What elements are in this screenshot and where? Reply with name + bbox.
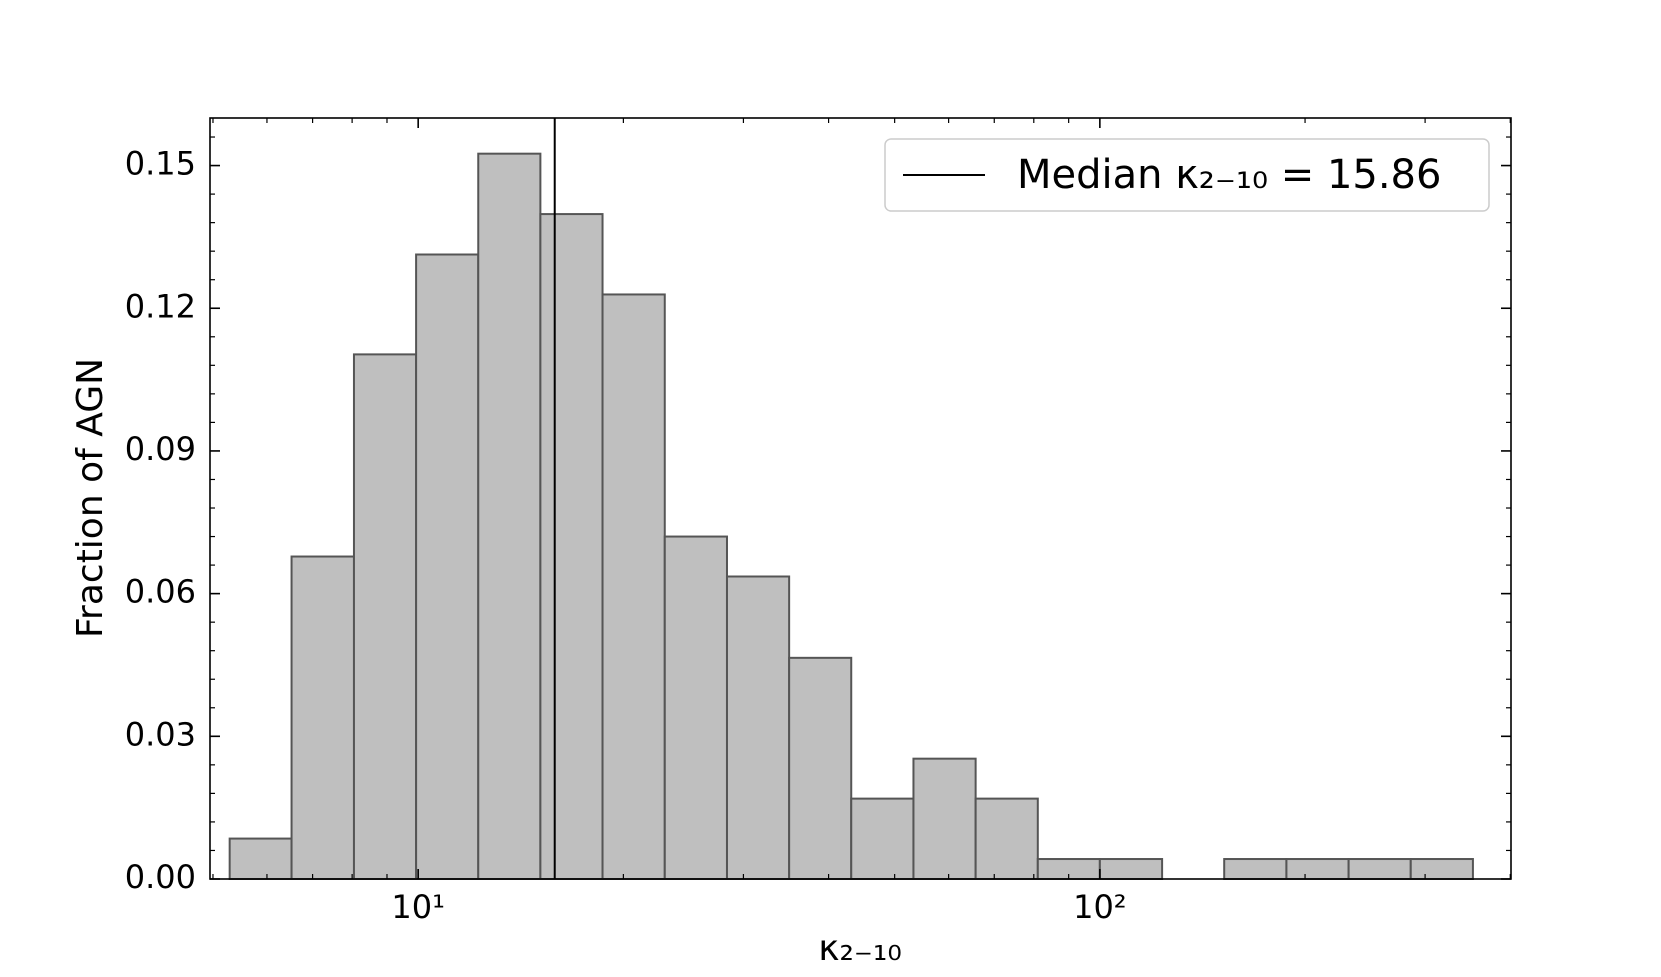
bar (974, 797, 1039, 881)
x-tick-label: 10² (1073, 888, 1127, 926)
bar (1347, 858, 1412, 880)
y-tick-label: 0.12 (125, 287, 196, 325)
bar (725, 575, 791, 880)
bar (477, 152, 542, 880)
bar (850, 797, 915, 881)
y-tick-label: 0.00 (125, 858, 196, 896)
y-tick-label: 0.09 (125, 430, 196, 468)
bar (788, 656, 853, 880)
bar (352, 353, 418, 880)
bar (290, 555, 355, 880)
bar (1223, 858, 1288, 880)
bar (1285, 858, 1350, 880)
bar (228, 837, 293, 881)
legend-box (884, 138, 1490, 212)
y-axis-label: Fraction of AGN (70, 358, 111, 638)
bar (1098, 858, 1164, 880)
axes-frame (209, 117, 1512, 880)
x-axis-label: κ₂₋₁₀ (818, 928, 902, 969)
legend-label: Median κ₂₋₁₀ = 15.86 (1017, 152, 1441, 198)
x-tick-label: 10¹ (391, 888, 445, 926)
bar (539, 213, 604, 881)
bar (1409, 858, 1474, 880)
y-tick-label: 0.03 (125, 715, 196, 753)
bar (415, 253, 480, 880)
bar (912, 757, 977, 880)
y-tick-label: 0.06 (125, 573, 196, 611)
bar (663, 535, 728, 880)
y-tick-label: 0.15 (125, 145, 196, 183)
bar (601, 293, 666, 881)
